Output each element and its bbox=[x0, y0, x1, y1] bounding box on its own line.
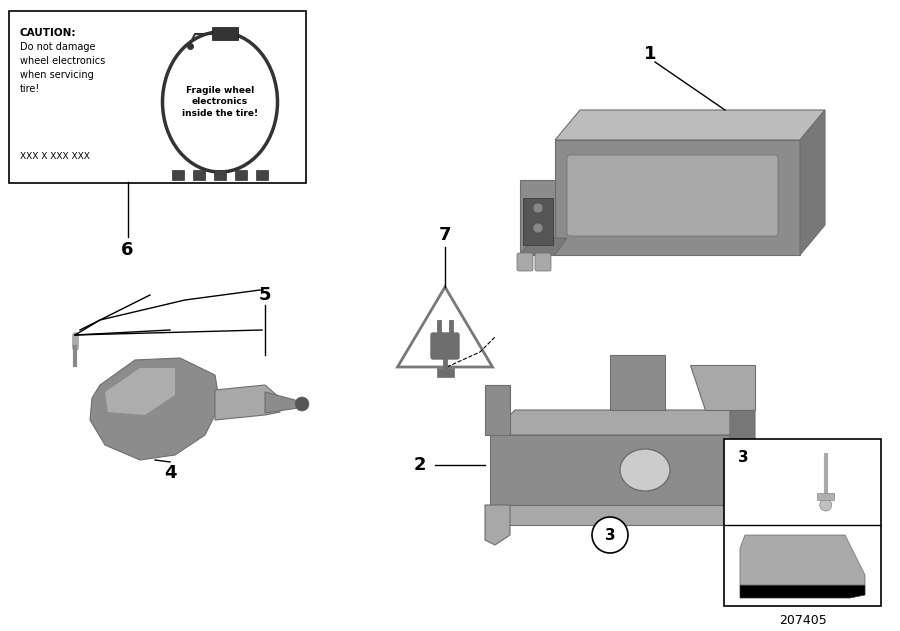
Polygon shape bbox=[485, 385, 510, 435]
Polygon shape bbox=[265, 392, 298, 413]
Circle shape bbox=[592, 517, 628, 553]
Text: 2: 2 bbox=[414, 456, 427, 474]
Text: 7: 7 bbox=[439, 226, 451, 244]
Polygon shape bbox=[520, 238, 567, 255]
Polygon shape bbox=[212, 27, 238, 40]
Circle shape bbox=[533, 223, 543, 233]
Circle shape bbox=[295, 397, 309, 411]
FancyBboxPatch shape bbox=[256, 170, 267, 179]
Polygon shape bbox=[490, 435, 730, 505]
FancyBboxPatch shape bbox=[724, 439, 881, 606]
Polygon shape bbox=[398, 287, 492, 367]
FancyBboxPatch shape bbox=[436, 367, 454, 377]
Text: 3: 3 bbox=[605, 528, 616, 543]
Text: CAUTION:: CAUTION: bbox=[20, 28, 76, 38]
FancyBboxPatch shape bbox=[535, 253, 551, 271]
FancyBboxPatch shape bbox=[172, 170, 184, 179]
Polygon shape bbox=[800, 110, 825, 255]
Polygon shape bbox=[690, 365, 755, 410]
Polygon shape bbox=[523, 198, 553, 245]
Text: 3: 3 bbox=[738, 451, 748, 466]
Ellipse shape bbox=[163, 32, 277, 172]
FancyBboxPatch shape bbox=[193, 170, 204, 179]
Polygon shape bbox=[485, 505, 510, 545]
Text: 207405: 207405 bbox=[778, 615, 826, 627]
Text: 5: 5 bbox=[259, 286, 271, 304]
Text: Do not damage
wheel electronics
when servicing
tire!: Do not damage wheel electronics when ser… bbox=[20, 42, 105, 94]
Polygon shape bbox=[740, 585, 865, 598]
Polygon shape bbox=[520, 180, 555, 255]
Text: 1: 1 bbox=[644, 45, 656, 63]
Text: 6: 6 bbox=[122, 241, 134, 259]
FancyBboxPatch shape bbox=[817, 493, 834, 500]
Text: Fragile wheel
electronics
inside the tire!: Fragile wheel electronics inside the tir… bbox=[182, 86, 258, 118]
FancyBboxPatch shape bbox=[431, 333, 459, 359]
FancyBboxPatch shape bbox=[9, 11, 306, 183]
Polygon shape bbox=[555, 140, 800, 255]
Text: XXX X XXX XXX: XXX X XXX XXX bbox=[20, 152, 90, 161]
Polygon shape bbox=[490, 410, 755, 435]
FancyBboxPatch shape bbox=[517, 253, 533, 271]
Text: 4: 4 bbox=[164, 464, 176, 482]
Polygon shape bbox=[105, 368, 175, 415]
FancyBboxPatch shape bbox=[567, 155, 778, 236]
Circle shape bbox=[820, 499, 832, 511]
Ellipse shape bbox=[620, 449, 670, 491]
Polygon shape bbox=[555, 110, 825, 140]
Polygon shape bbox=[490, 505, 730, 525]
Ellipse shape bbox=[180, 49, 260, 155]
FancyBboxPatch shape bbox=[235, 170, 247, 179]
Polygon shape bbox=[215, 385, 280, 420]
Polygon shape bbox=[90, 358, 220, 460]
Polygon shape bbox=[740, 535, 865, 585]
Circle shape bbox=[533, 203, 543, 213]
Polygon shape bbox=[730, 385, 755, 505]
FancyBboxPatch shape bbox=[213, 170, 226, 179]
Polygon shape bbox=[610, 355, 665, 410]
